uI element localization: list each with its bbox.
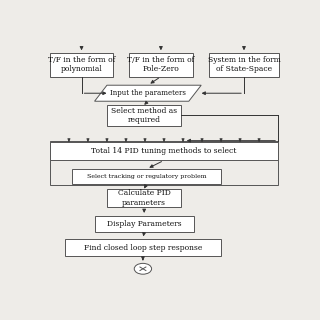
Text: Select tracking or regulatory problem: Select tracking or regulatory problem — [87, 174, 206, 179]
Ellipse shape — [134, 263, 152, 274]
FancyBboxPatch shape — [107, 189, 181, 207]
FancyBboxPatch shape — [72, 169, 221, 184]
Text: Input the parameters: Input the parameters — [110, 89, 186, 97]
Text: System in the form
of State-Space: System in the form of State-Space — [208, 56, 280, 74]
FancyBboxPatch shape — [95, 216, 194, 232]
Text: Calculate PID
parameters: Calculate PID parameters — [118, 189, 171, 206]
FancyBboxPatch shape — [50, 142, 278, 160]
Text: Select method as
required: Select method as required — [111, 107, 177, 124]
Text: Display Parameters: Display Parameters — [107, 220, 181, 228]
FancyBboxPatch shape — [107, 105, 181, 126]
Polygon shape — [95, 85, 201, 101]
FancyBboxPatch shape — [209, 53, 279, 76]
Text: T/F in the form of
polynomial: T/F in the form of polynomial — [48, 56, 115, 74]
FancyBboxPatch shape — [129, 53, 193, 76]
FancyBboxPatch shape — [65, 239, 221, 256]
Text: Total 14 PID tuning methods to select: Total 14 PID tuning methods to select — [91, 147, 237, 155]
Text: T/F in the form of
Pole-Zero: T/F in the form of Pole-Zero — [127, 56, 195, 74]
FancyBboxPatch shape — [50, 53, 113, 76]
Text: Find closed loop step response: Find closed loop step response — [84, 244, 202, 252]
